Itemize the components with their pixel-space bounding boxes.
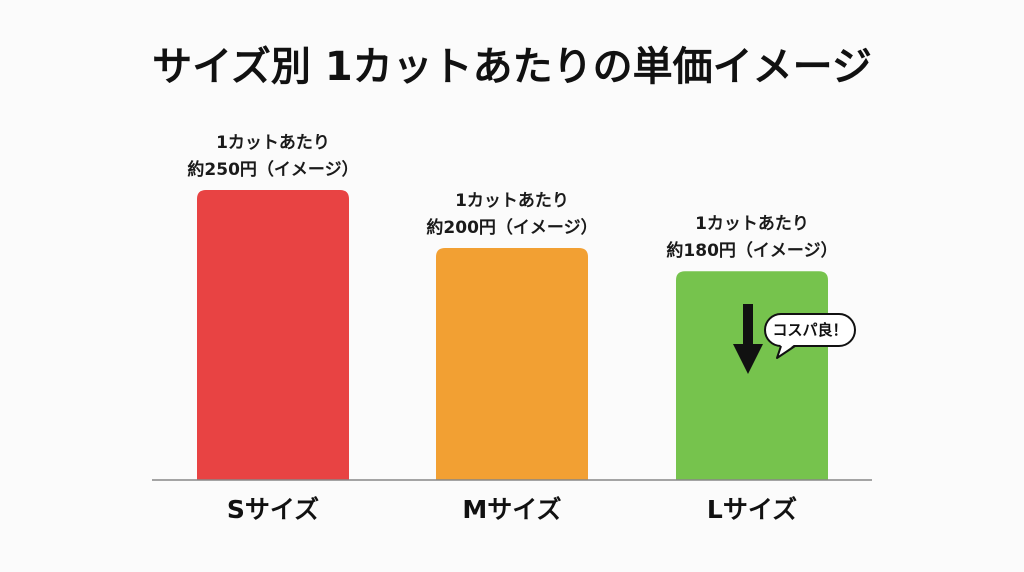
- category-label-s: Sサイズ: [227, 495, 319, 524]
- bar-s-label-line-1: 1カットあたり: [216, 133, 330, 153]
- speech-bubble-tail-outline: [776, 345, 796, 359]
- chart-title: サイズ別 1カットあたりの単価イメージ: [152, 44, 872, 90]
- speech-bubble: [764, 313, 856, 347]
- bar-m-size: [436, 248, 588, 480]
- bar-l-size: [676, 271, 828, 480]
- bar-s-size: [197, 190, 349, 480]
- bar-l-label-line-2: 約180円（イメージ）: [666, 240, 837, 261]
- down-arrow-icon-shaft: [743, 304, 753, 346]
- bar-m-label-line-2: 約200円（イメージ）: [426, 217, 597, 238]
- bar-s-label-line-2: 約250円（イメージ）: [187, 159, 358, 180]
- category-label-m: Mサイズ: [462, 495, 561, 524]
- bar-l-label-line-1: 1カットあたり: [695, 214, 809, 234]
- category-labels-group: Sサイズ Mサイズ Lサイズ: [227, 495, 797, 524]
- annotation-text: コスパ良！: [772, 321, 847, 339]
- annotation-group: コスパ良！: [733, 304, 856, 374]
- category-label-l: Lサイズ: [707, 495, 797, 524]
- down-arrow-icon: [733, 344, 763, 374]
- bar-m-label-line-1: 1カットあたり: [455, 191, 569, 211]
